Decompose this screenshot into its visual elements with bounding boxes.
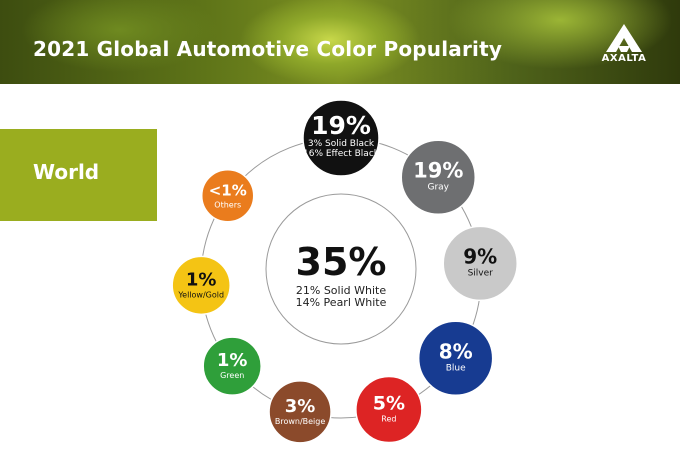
center-bubble <box>265 193 417 345</box>
region-panel <box>0 129 157 221</box>
axalta-logo-icon <box>606 24 642 52</box>
color-bubble <box>400 139 477 216</box>
bubble-value: 3% <box>285 396 316 417</box>
bubble-value: 1% <box>217 350 248 371</box>
bubble-3: 8%Blue <box>417 320 494 397</box>
bubble-4: 5%Red <box>355 375 423 444</box>
bubble-label: Gray <box>427 182 449 192</box>
bubble-label: Red <box>381 415 396 424</box>
color-bubble <box>200 168 255 223</box>
bubble-label: Yellow/Gold <box>177 290 224 299</box>
bubble-label: Green <box>220 371 244 380</box>
color-bubble <box>442 225 518 302</box>
bubble-5: 3%Brown/Beige <box>268 380 332 444</box>
bubble-value: 9% <box>463 244 497 268</box>
bubble-label: Blue <box>446 363 466 373</box>
color-bubble <box>417 320 494 397</box>
region-label: World <box>33 160 100 184</box>
bubble-value: <1% <box>209 182 247 200</box>
bubble-label: 3% Solid Black <box>308 139 375 149</box>
bubble-value: 1% <box>186 269 217 290</box>
bubble-label: 16% Effect Black <box>303 149 380 159</box>
bubble-label: Silver <box>468 268 494 278</box>
bubble-2: 9%Silver <box>442 225 518 302</box>
color-bubble <box>171 255 231 316</box>
bubble-label: Brown/Beige <box>275 417 326 426</box>
bubble-6: 1%Green <box>202 336 262 396</box>
bubble-label: Others <box>214 201 241 210</box>
center-line: 21% Solid White <box>296 284 386 297</box>
bubble-value: 8% <box>439 339 473 363</box>
color-bubble <box>268 380 332 444</box>
color-bubble <box>302 99 380 177</box>
color-bubble <box>355 375 423 444</box>
page-title: 2021 Global Automotive Color Popularity <box>33 37 503 61</box>
color-bubble <box>202 336 262 396</box>
bubble-1: 19%Gray <box>400 139 477 216</box>
bubble-value: 19% <box>311 111 371 140</box>
bubble-7: 1%Yellow/Gold <box>171 255 231 316</box>
center-value: 35% <box>296 240 387 284</box>
bubble-value: 19% <box>413 158 463 182</box>
center-line: 14% Pearl White <box>296 296 387 309</box>
header-banner <box>0 0 680 84</box>
brand-name: AXALTA <box>601 53 647 64</box>
bubble-8: <1%Others <box>200 168 255 223</box>
bubble-value: 5% <box>373 393 405 415</box>
